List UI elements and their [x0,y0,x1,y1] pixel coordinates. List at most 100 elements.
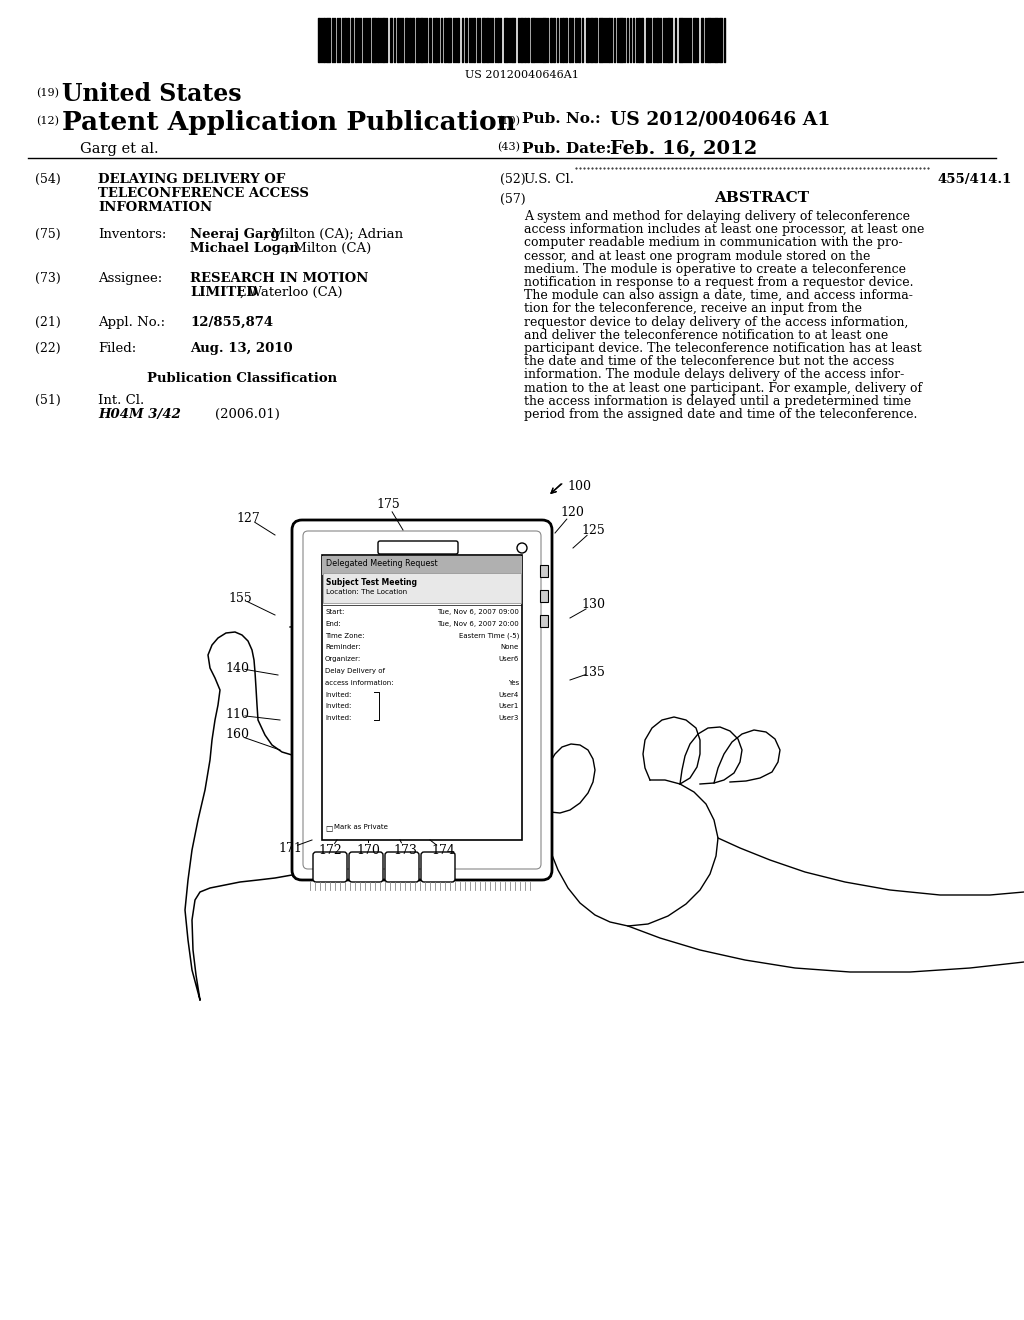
FancyBboxPatch shape [349,851,383,882]
Text: Delegated Meeting Request: Delegated Meeting Request [326,558,437,568]
Text: 174: 174 [431,843,455,857]
Text: the date and time of the teleconference but not the access: the date and time of the teleconference … [524,355,894,368]
Text: (12): (12) [36,116,59,127]
Text: 127: 127 [237,511,260,524]
Text: 12/855,874: 12/855,874 [190,315,273,329]
Text: Feb. 16, 2012: Feb. 16, 2012 [610,140,758,158]
Bar [322,554,522,840]
Text: Neeraj Garg: Neeraj Garg [190,228,280,242]
Text: requestor device to delay delivery of the access information,: requestor device to delay delivery of th… [524,315,908,329]
FancyBboxPatch shape [303,531,541,869]
Text: Reminder:: Reminder: [325,644,360,651]
Text: □: □ [325,824,332,833]
FancyBboxPatch shape [421,851,455,882]
Text: Invited:: Invited: [325,704,351,709]
Text: H04M 3/42: H04M 3/42 [98,408,181,421]
Text: Organizer:: Organizer: [325,656,361,663]
Text: Eastern Time (-5): Eastern Time (-5) [459,632,519,639]
FancyBboxPatch shape [292,520,552,880]
Text: Tue, Nov 6, 2007 09:00: Tue, Nov 6, 2007 09:00 [437,609,519,615]
Text: Pub. No.:: Pub. No.: [522,112,601,125]
Text: Subject Test Meeting: Subject Test Meeting [326,578,417,587]
Text: 130: 130 [581,598,605,611]
Text: 155: 155 [228,591,252,605]
Text: (43): (43) [497,143,520,152]
Text: 120: 120 [560,507,584,520]
Text: Start:: Start: [325,609,344,615]
Text: User3: User3 [499,715,519,721]
Text: 173: 173 [393,843,417,857]
Bar [540,590,548,602]
Text: Patent Application Publication: Patent Application Publication [62,110,516,135]
Text: participant device. The teleconference notification has at least: participant device. The teleconference n… [524,342,922,355]
Text: medium. The module is operative to create a teleconference: medium. The module is operative to creat… [524,263,906,276]
Text: RESEARCH IN MOTION: RESEARCH IN MOTION [190,272,369,285]
FancyBboxPatch shape [313,851,347,882]
Text: 110: 110 [225,709,249,722]
Text: Tue, Nov 6, 2007 20:00: Tue, Nov 6, 2007 20:00 [437,620,519,627]
Text: INFORMATION: INFORMATION [98,201,212,214]
Text: User4: User4 [499,692,519,697]
Bar [323,573,521,603]
Text: The module can also assign a date, time, and access informa-: The module can also assign a date, time,… [524,289,912,302]
Text: U.S. Cl.: U.S. Cl. [524,173,574,186]
Text: Pub. Date:: Pub. Date: [522,143,611,156]
Text: LIMITED: LIMITED [190,286,258,300]
Text: TELECONFERENCE ACCESS: TELECONFERENCE ACCESS [98,187,309,201]
Text: (54): (54) [35,173,60,186]
Text: access information includes at least one processor, at least one: access information includes at least one… [524,223,925,236]
Text: , Waterloo (CA): , Waterloo (CA) [240,286,342,300]
Text: 125: 125 [582,524,605,536]
Text: US 20120040646A1: US 20120040646A1 [465,70,579,81]
Text: (22): (22) [35,342,60,355]
Text: (51): (51) [35,393,60,407]
Text: None: None [501,644,519,651]
Text: DELAYING DELIVERY OF: DELAYING DELIVERY OF [98,173,286,186]
Bar [540,615,548,627]
Text: information. The module delays delivery of the access infor-: information. The module delays delivery … [524,368,904,381]
Text: Location: The Location: Location: The Location [326,589,408,595]
Text: , Milton (CA): , Milton (CA) [285,242,372,255]
Text: (52): (52) [500,173,525,186]
Text: Inventors:: Inventors: [98,228,166,242]
Text: Garg et al.: Garg et al. [80,143,159,156]
Text: tion for the teleconference, receive an input from the: tion for the teleconference, receive an … [524,302,862,315]
Text: (73): (73) [35,272,60,285]
Text: Aug. 13, 2010: Aug. 13, 2010 [190,342,293,355]
Text: ABSTRACT: ABSTRACT [715,191,810,205]
Text: notification in response to a request from a requestor device.: notification in response to a request fr… [524,276,913,289]
Text: 140: 140 [225,661,249,675]
Text: Publication Classification: Publication Classification [146,372,337,385]
Text: period from the assigned date and time of the teleconference.: period from the assigned date and time o… [524,408,918,421]
Text: 172: 172 [318,843,342,857]
Text: Invited:: Invited: [325,692,351,697]
Text: United States: United States [62,82,242,106]
Text: Michael Logan: Michael Logan [190,242,299,255]
Text: 100: 100 [567,480,591,492]
Text: 455/414.1: 455/414.1 [938,173,1013,186]
Text: mation to the at least one participant. For example, delivery of: mation to the at least one participant. … [524,381,923,395]
Text: Int. Cl.: Int. Cl. [98,393,144,407]
Text: cessor, and at least one program module stored on the: cessor, and at least one program module … [524,249,870,263]
Text: Time Zone:: Time Zone: [325,632,365,639]
FancyBboxPatch shape [385,851,419,882]
Text: (19): (19) [36,88,59,98]
Bar [540,565,548,577]
Text: Delay Delivery of: Delay Delivery of [325,668,385,675]
Text: , Milton (CA); Adrian: , Milton (CA); Adrian [263,228,403,242]
Bar [322,556,522,576]
Text: (21): (21) [35,315,60,329]
Text: End:: End: [325,620,341,627]
Text: Mark as Private: Mark as Private [334,824,388,830]
Text: (57): (57) [500,193,525,206]
Text: Invited:: Invited: [325,715,351,721]
Text: 170: 170 [356,843,380,857]
Text: A system and method for delaying delivery of teleconference: A system and method for delaying deliver… [524,210,910,223]
FancyBboxPatch shape [378,541,458,554]
Text: and deliver the teleconference notification to at least one: and deliver the teleconference notificat… [524,329,888,342]
Text: Filed:: Filed: [98,342,136,355]
Text: access information:: access information: [325,680,393,686]
Text: 171: 171 [279,842,302,854]
Text: Appl. No.:: Appl. No.: [98,315,165,329]
Text: (75): (75) [35,228,60,242]
